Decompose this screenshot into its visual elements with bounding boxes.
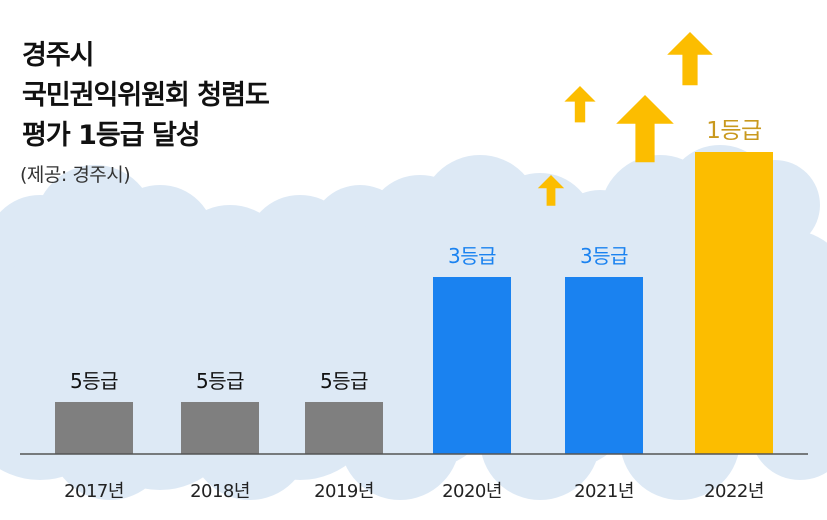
cloud-fill bbox=[0, 300, 827, 454]
bar-2017년 bbox=[55, 402, 133, 454]
up-arrow-icon bbox=[667, 32, 713, 86]
x-tick-label: 2019년 bbox=[314, 481, 374, 502]
up-arrow-icon bbox=[616, 95, 674, 163]
title-line-3: 평가 1등급 달성 bbox=[22, 120, 201, 151]
bar-data-label: 5등급 bbox=[196, 369, 244, 393]
arrow-decorations bbox=[537, 32, 713, 206]
x-tick-label: 2018년 bbox=[190, 481, 250, 502]
up-arrow-icon bbox=[564, 86, 596, 123]
x-tick-labels: 2017년 2018년 2019년 2020년 2021년 2022년 bbox=[64, 481, 764, 502]
bar-2022년 bbox=[695, 152, 773, 454]
x-tick-label: 2021년 bbox=[574, 481, 634, 502]
x-tick-label: 2022년 bbox=[704, 481, 764, 502]
bar-2019년 bbox=[305, 402, 383, 454]
x-tick-label: 2017년 bbox=[64, 481, 124, 502]
bar-data-label: 5등급 bbox=[70, 369, 118, 393]
chart-title: 경주시 국민권익위원회 청렴도 평가 1등급 달성 bbox=[22, 36, 270, 156]
bar-2021년 bbox=[565, 277, 643, 454]
x-tick-label: 2020년 bbox=[442, 481, 502, 502]
title-line-2: 국민권익위원회 청렴도 bbox=[22, 80, 270, 111]
bar-data-label: 5등급 bbox=[320, 369, 368, 393]
bar-2020년 bbox=[433, 277, 511, 454]
bar-data-label: 3등급 bbox=[448, 244, 496, 268]
bar-series: 5등급 5등급 5등급 3등급 3등급 1등급 bbox=[55, 118, 773, 454]
source-note: (제공: 경주시) bbox=[20, 164, 131, 186]
bar-2018년 bbox=[181, 402, 259, 454]
bar-data-label: 3등급 bbox=[580, 244, 628, 268]
bar-data-label: 1등급 bbox=[706, 118, 761, 144]
title-line-1: 경주시 bbox=[22, 40, 95, 71]
up-arrow-icon bbox=[537, 175, 565, 206]
